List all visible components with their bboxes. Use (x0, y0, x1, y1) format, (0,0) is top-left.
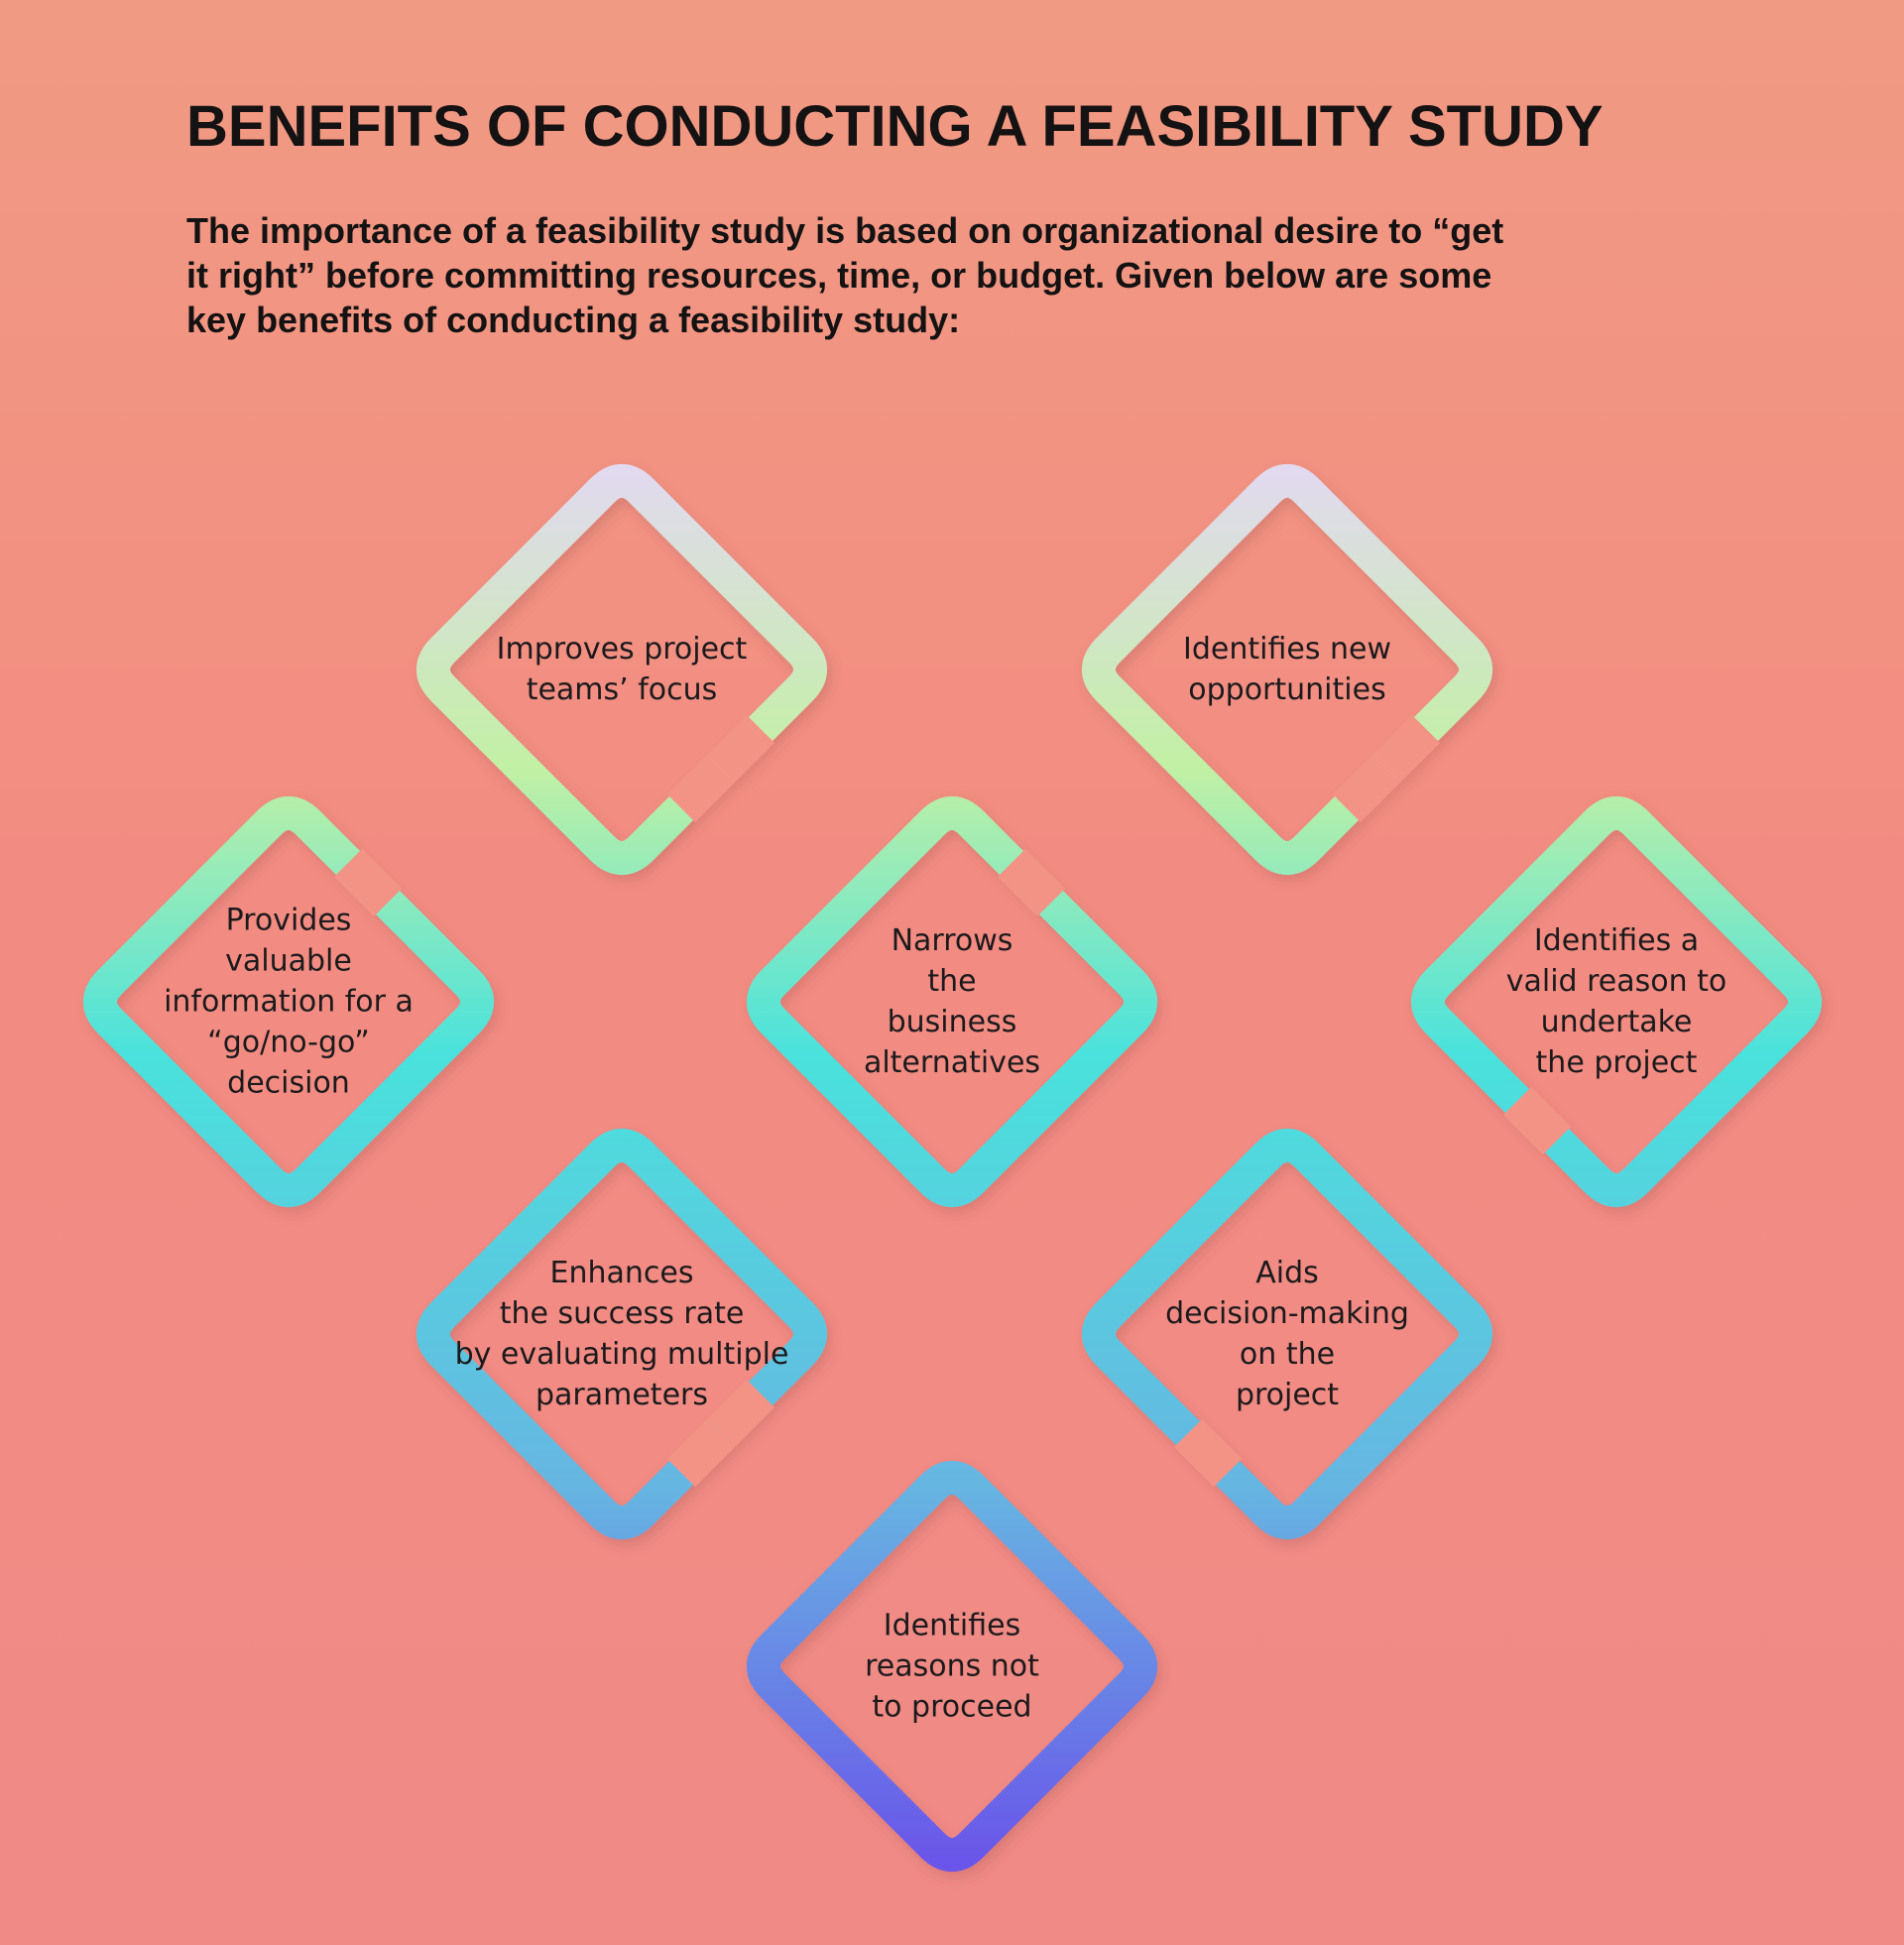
benefit-label-line: the success rate (499, 1296, 745, 1331)
benefit-label-line: on the (1239, 1337, 1336, 1372)
intro-line: key benefits of conducting a feasibility… (186, 300, 961, 340)
benefit-label-line: information for a (164, 984, 414, 1020)
frame-gap (1173, 1418, 1243, 1488)
diamond-frame (747, 796, 1157, 1207)
benefit-label-success-rate: Enhances the success rate by evaluating mu… (443, 1253, 800, 1415)
benefit-label-line: project (1235, 1378, 1340, 1412)
benefit-label-line: decision-making (1165, 1296, 1409, 1331)
diamond-frame (747, 1461, 1157, 1872)
benefit-label-line: Identifies (883, 1608, 1021, 1643)
benefit-label-line: opportunities (1188, 672, 1386, 707)
diamond-frame (1082, 464, 1492, 875)
benefit-label-reasons-not-to-proceed: Identifies reasons not to proceed (774, 1606, 1130, 1728)
benefit-label-valid-reason: Identifies a valid reason to undertake the … (1438, 920, 1795, 1083)
benefit-label-line: the project (1535, 1045, 1698, 1080)
intro-paragraph: The importance of a feasibility study is… (186, 208, 1575, 342)
benefit-label-line: Improves project (496, 632, 748, 667)
frame-gap (666, 1418, 736, 1488)
frame-gap (1332, 754, 1401, 823)
diamond-frame (1411, 796, 1822, 1207)
frame-gap (706, 714, 775, 784)
benefit-label-line: business (887, 1005, 1017, 1039)
frame-gap (997, 848, 1066, 917)
frame-gap (706, 1379, 775, 1448)
benefit-label-line: teams’ focus (526, 672, 718, 707)
benefit-label-line: Identifies new (1183, 632, 1391, 667)
intro-line: The importance of a feasibility study is… (186, 210, 1504, 251)
benefit-label-narrows-alternatives: Narrows the business alternatives (774, 920, 1130, 1083)
benefit-label-line: to proceed (872, 1689, 1032, 1725)
benefit-label-line: “go/no-go” (207, 1025, 370, 1060)
frame-gaps (333, 714, 1572, 1488)
frame-gap (666, 754, 736, 823)
benefit-label-line: valuable (225, 943, 352, 979)
page-title: BENEFITS OF CONDUCTING A FEASIBILITY STU… (186, 94, 1604, 159)
benefit-label-aids-decision: Aids decision-making on the project (1109, 1253, 1466, 1415)
benefit-label-line: the (927, 964, 977, 999)
frame-gap (1502, 1086, 1572, 1155)
benefit-label-line: Narrows (891, 923, 1013, 958)
benefit-label-line: undertake (1540, 1005, 1693, 1039)
benefit-label-line: by evaluating multiple (454, 1337, 789, 1372)
frame-gap (333, 848, 403, 917)
benefit-label-go-no-go: Provides valuable information for a “go/no-… (110, 901, 467, 1104)
intro-line: it right” before committing resources, t… (186, 255, 1492, 296)
benefit-label-line: valid reason to (1505, 964, 1727, 999)
benefit-label-line: reasons not (865, 1648, 1039, 1684)
diamond-frame (416, 464, 827, 875)
frame-gap (1371, 714, 1441, 784)
benefit-label-line: Provides (225, 903, 352, 938)
benefit-label-line: Identifies a (1533, 923, 1700, 958)
frames-group (83, 464, 1822, 1872)
diamond-frame (1082, 1129, 1492, 1539)
benefit-label-teams-focus: Improves project teams’ focus (443, 629, 800, 710)
benefit-label-line: alternatives (863, 1045, 1041, 1080)
benefit-label-line: parameters (535, 1378, 708, 1412)
benefit-label-line: Aids (1255, 1256, 1319, 1290)
benefit-label-line: decision (227, 1065, 350, 1101)
diamond-frame (83, 796, 494, 1207)
benefit-label-line: Enhances (549, 1256, 694, 1290)
benefit-label-new-opportunities: Identifies new opportunities (1109, 629, 1466, 710)
diamond-frame (416, 1129, 827, 1539)
